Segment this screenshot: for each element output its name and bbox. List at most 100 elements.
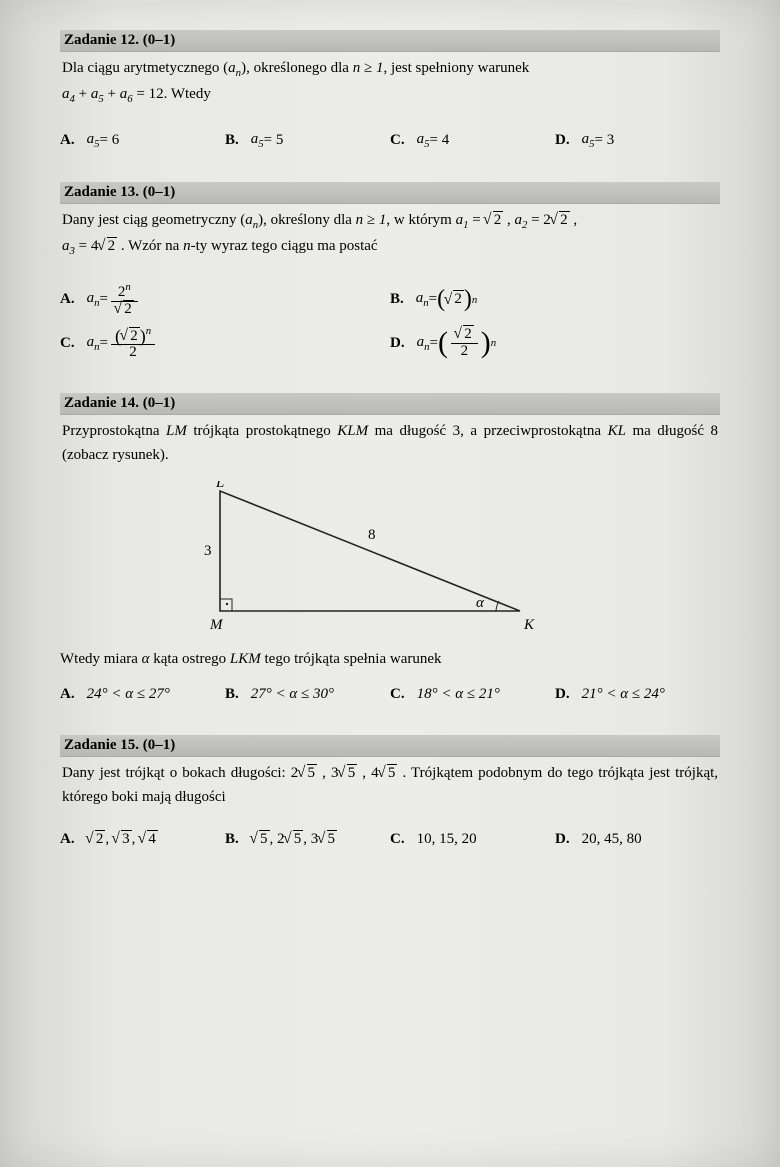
sqrt5: 5 xyxy=(298,761,317,785)
num: (2)n xyxy=(111,326,155,346)
a4: a4 xyxy=(62,86,75,102)
sup: n xyxy=(146,325,151,337)
cond: n ≥ 1 xyxy=(356,212,387,228)
sqrt2: 2 xyxy=(551,208,570,232)
label-M: M xyxy=(209,617,224,633)
eq-tail: = 12. Wtedy xyxy=(133,86,211,102)
label-L: L xyxy=(215,481,224,491)
s3: 4 xyxy=(139,831,158,848)
c: , 4 xyxy=(357,765,378,781)
expr: a5 xyxy=(251,131,264,150)
expr: 20, 45, 80 xyxy=(582,831,642,848)
t: Przyprostokątna xyxy=(62,423,166,439)
label: D. xyxy=(555,831,570,848)
option-C: C. 18° < α ≤ 21° xyxy=(390,686,555,703)
r: 2 xyxy=(453,290,464,307)
an: an xyxy=(417,334,430,353)
r: 5 xyxy=(307,764,318,781)
expr: 24° < α ≤ 27° xyxy=(87,686,170,703)
v: a xyxy=(87,131,95,147)
LM: LM xyxy=(166,423,187,439)
frac: 2n2 xyxy=(111,282,138,318)
expr: 5, 25, 35 xyxy=(251,831,337,848)
sup: n xyxy=(125,281,130,293)
v: a xyxy=(87,334,95,350)
task-12-header: Zadanie 12. (0–1) xyxy=(60,30,720,52)
eq: = xyxy=(429,291,437,308)
r: 2 xyxy=(107,237,118,254)
a: a xyxy=(228,60,236,76)
s2: 3 xyxy=(113,831,132,848)
expr: a5 xyxy=(417,131,430,150)
t: kąta ostrego xyxy=(150,651,230,667)
sqrt: 2 xyxy=(121,329,140,345)
eq: = 3 xyxy=(595,132,615,149)
text: ), określonego dla xyxy=(241,60,353,76)
label: A. xyxy=(60,291,75,308)
expr: 2, 3, 4 xyxy=(87,831,158,848)
label: C. xyxy=(60,335,75,352)
option-C: C. 10, 15, 20 xyxy=(390,831,555,848)
option-C: C. a5 = 4 xyxy=(390,131,555,150)
sqrt: 2 xyxy=(115,302,134,318)
expr: 10, 15, 20 xyxy=(417,831,477,848)
expr: 18° < α ≤ 21° xyxy=(417,686,500,703)
sqrt5: 5 xyxy=(379,761,398,785)
label: A. xyxy=(60,831,75,848)
v: a xyxy=(514,212,522,228)
an: an xyxy=(416,290,429,309)
c: , xyxy=(503,212,514,228)
sqrt2: 2 xyxy=(484,208,503,232)
den: 2 xyxy=(111,345,155,361)
a1: a1 xyxy=(456,212,469,228)
a2: a2 xyxy=(514,212,527,228)
right-angle-dot xyxy=(226,603,228,605)
plus: + xyxy=(104,86,120,102)
pl: ( xyxy=(438,331,448,355)
r: 2 xyxy=(129,327,140,344)
t: -ty wyraz tego ciągu ma postać xyxy=(191,238,378,254)
r: 5 xyxy=(347,764,358,781)
LKM: LKM xyxy=(230,651,261,667)
v: a xyxy=(582,131,590,147)
t: Dany jest ciąg geometryczny ( xyxy=(62,212,245,228)
option-A: A. 24° < α ≤ 27° xyxy=(60,686,225,703)
text: , jest spełniony warunek xyxy=(383,60,529,76)
label-K: K xyxy=(523,617,535,633)
cond: n ≥ 1 xyxy=(353,60,384,76)
r: 4 xyxy=(147,830,158,847)
t: trójkąta prostokątnego xyxy=(187,423,337,439)
s3: 5 xyxy=(318,831,337,848)
task-12: Zadanie 12. (0–1) Dla ciągu arytmetyczne… xyxy=(60,30,720,158)
var-an: an xyxy=(228,60,241,76)
t: . Wzór na xyxy=(117,238,183,254)
label: B. xyxy=(390,291,404,308)
eq: = xyxy=(100,291,108,308)
r: 2 xyxy=(463,325,474,342)
label: D. xyxy=(555,132,570,149)
label-alpha: α xyxy=(476,595,485,611)
label: C. xyxy=(390,831,405,848)
label: B. xyxy=(225,831,239,848)
r: 3 xyxy=(121,830,132,847)
s1: 5 xyxy=(251,831,270,848)
den: 2 xyxy=(111,302,138,318)
pr: ) xyxy=(481,331,491,355)
task-15-body: Dany jest trójkąt o bokach długości: 25 … xyxy=(60,757,720,813)
an: an xyxy=(245,212,258,228)
a: a xyxy=(62,86,70,102)
eq: = 6 xyxy=(100,132,120,149)
an: an xyxy=(87,334,100,353)
option-D: D. an = (22)n xyxy=(390,326,720,362)
eq: = xyxy=(430,335,438,352)
label: C. xyxy=(390,686,405,703)
option-B: B. 5, 25, 35 xyxy=(225,831,390,848)
option-A: A. a5 = 6 xyxy=(60,131,225,150)
label: A. xyxy=(60,132,75,149)
r: 5 xyxy=(259,830,270,847)
an: an xyxy=(87,290,100,309)
right-angle-mark xyxy=(220,599,232,611)
den: 2 xyxy=(451,344,478,360)
v: a xyxy=(417,334,425,350)
task-15-header: Zadanie 15. (0–1) xyxy=(60,735,720,757)
